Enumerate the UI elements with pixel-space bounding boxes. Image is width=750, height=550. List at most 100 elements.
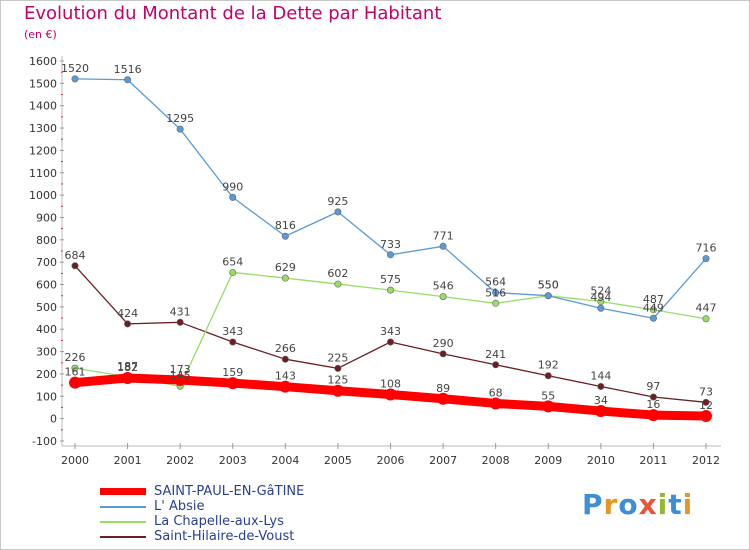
data-label: 516 [485, 286, 506, 299]
data-label: 546 [433, 280, 454, 293]
x-tick-label: 2001 [114, 454, 142, 467]
data-label: 684 [65, 249, 86, 262]
legend-swatch [100, 506, 146, 508]
data-label: 771 [433, 229, 454, 242]
data-point [544, 372, 552, 380]
legend-swatch [100, 521, 146, 523]
data-label: 187 [117, 360, 138, 373]
legend-swatch [100, 488, 146, 495]
data-label: 16 [646, 398, 660, 411]
y-tick-label: 1500 [29, 77, 57, 90]
data-point [384, 388, 397, 401]
data-label: 34 [594, 394, 608, 407]
x-axis-ticks: 2000 2001 2002 2003 2004 2005 2006 2007 2008 2009… [61, 443, 720, 467]
logo-letter: i [682, 488, 694, 521]
data-point [279, 380, 292, 393]
data-label: 925 [327, 195, 348, 208]
y-tick-label: 500 [36, 301, 57, 314]
data-label: 629 [275, 261, 296, 274]
data-label: 55 [541, 389, 555, 402]
logo-letter: x [638, 488, 658, 521]
data-label: 266 [275, 342, 296, 355]
data-point [700, 409, 712, 422]
data-point [226, 377, 239, 390]
data-label: 1295 [166, 112, 194, 125]
y-axis-ticks: -100 0 100 200 300 400 500 600 700 800 900 1000 1100… [29, 55, 64, 448]
y-tick-label: 300 [36, 346, 57, 359]
data-point [229, 193, 237, 201]
data-label: 73 [699, 385, 713, 398]
data-label: 447 [696, 302, 717, 315]
data-label: 226 [65, 351, 86, 364]
data-point [437, 392, 450, 405]
legend-item: La Chapelle-aux-Lys [100, 514, 360, 529]
data-label: 225 [327, 351, 348, 364]
data-label: 290 [433, 337, 454, 350]
data-point [597, 304, 605, 312]
x-tick-label: 2000 [61, 454, 89, 467]
data-label: 524 [590, 285, 611, 298]
x-tick-label: 2002 [166, 454, 194, 467]
x-tick-label: 2009 [534, 454, 562, 467]
logo-letter: i [657, 488, 669, 521]
series-lines [69, 75, 712, 422]
y-tick-label: 100 [36, 390, 57, 403]
chart-title: Evolution du Montant de la Dette par Hab… [24, 3, 442, 24]
data-point [386, 251, 394, 259]
data-label: 97 [646, 380, 660, 393]
data-point [331, 384, 344, 397]
data-label: 1520 [61, 62, 89, 75]
legend-label: SAINT-PAUL-EN-GâTINE [154, 484, 305, 499]
data-label: 550 [538, 279, 559, 292]
x-tick-label: 2007 [429, 454, 457, 467]
proxiti-logo: Proxiti [582, 488, 693, 521]
chart-subtitle: (en €) [24, 28, 57, 41]
x-tick-label: 2003 [219, 454, 247, 467]
data-point [281, 355, 289, 363]
legend-swatch [100, 536, 146, 538]
y-tick-label: 1000 [29, 189, 57, 202]
data-point [439, 293, 447, 301]
data-label: 654 [222, 255, 243, 268]
data-point [386, 338, 394, 346]
data-point [597, 298, 605, 306]
data-label: 343 [222, 325, 243, 338]
data-label: 816 [275, 219, 296, 232]
data-label: 12 [699, 399, 713, 412]
logo-letter: o [618, 488, 639, 521]
data-point [597, 382, 605, 390]
legend: SAINT-PAUL-EN-GâTINE L' Absie La Chapell… [100, 484, 360, 544]
data-point [174, 373, 187, 386]
data-point [649, 314, 657, 322]
data-point [647, 409, 660, 422]
data-label: 192 [538, 359, 559, 372]
x-tick-label: 2010 [587, 454, 615, 467]
data-point [281, 274, 289, 282]
data-point [71, 364, 79, 372]
legend-label: L' Absie [154, 499, 205, 514]
data-label: 145 [170, 369, 191, 382]
data-label: 733 [380, 238, 401, 251]
data-point [124, 76, 132, 84]
y-tick-label: 1100 [29, 167, 57, 180]
data-label: 494 [590, 291, 611, 304]
legend-item: L' Absie [100, 499, 360, 514]
legend-item: Saint-Hilaire-de-Voust [100, 529, 360, 544]
legend-item: SAINT-PAUL-EN-GâTINE [100, 484, 360, 499]
y-tick-label: 800 [36, 234, 57, 247]
data-label: 424 [117, 307, 138, 320]
data-labels: 161 182 173 159 143 125 108 89 68 55 34 16 12 1520 151… [61, 62, 717, 412]
data-point [121, 371, 134, 384]
data-label: 144 [590, 369, 611, 382]
y-tick-label: 1300 [29, 122, 57, 135]
data-label: 716 [696, 242, 717, 255]
legend-label: Saint-Hilaire-de-Voust [154, 529, 295, 544]
data-point [71, 75, 79, 83]
data-point [176, 125, 184, 133]
data-point [439, 350, 447, 358]
data-point [492, 289, 500, 297]
y-tick-label: 1400 [29, 100, 57, 113]
data-point [71, 262, 79, 270]
data-label: 449 [643, 301, 664, 314]
